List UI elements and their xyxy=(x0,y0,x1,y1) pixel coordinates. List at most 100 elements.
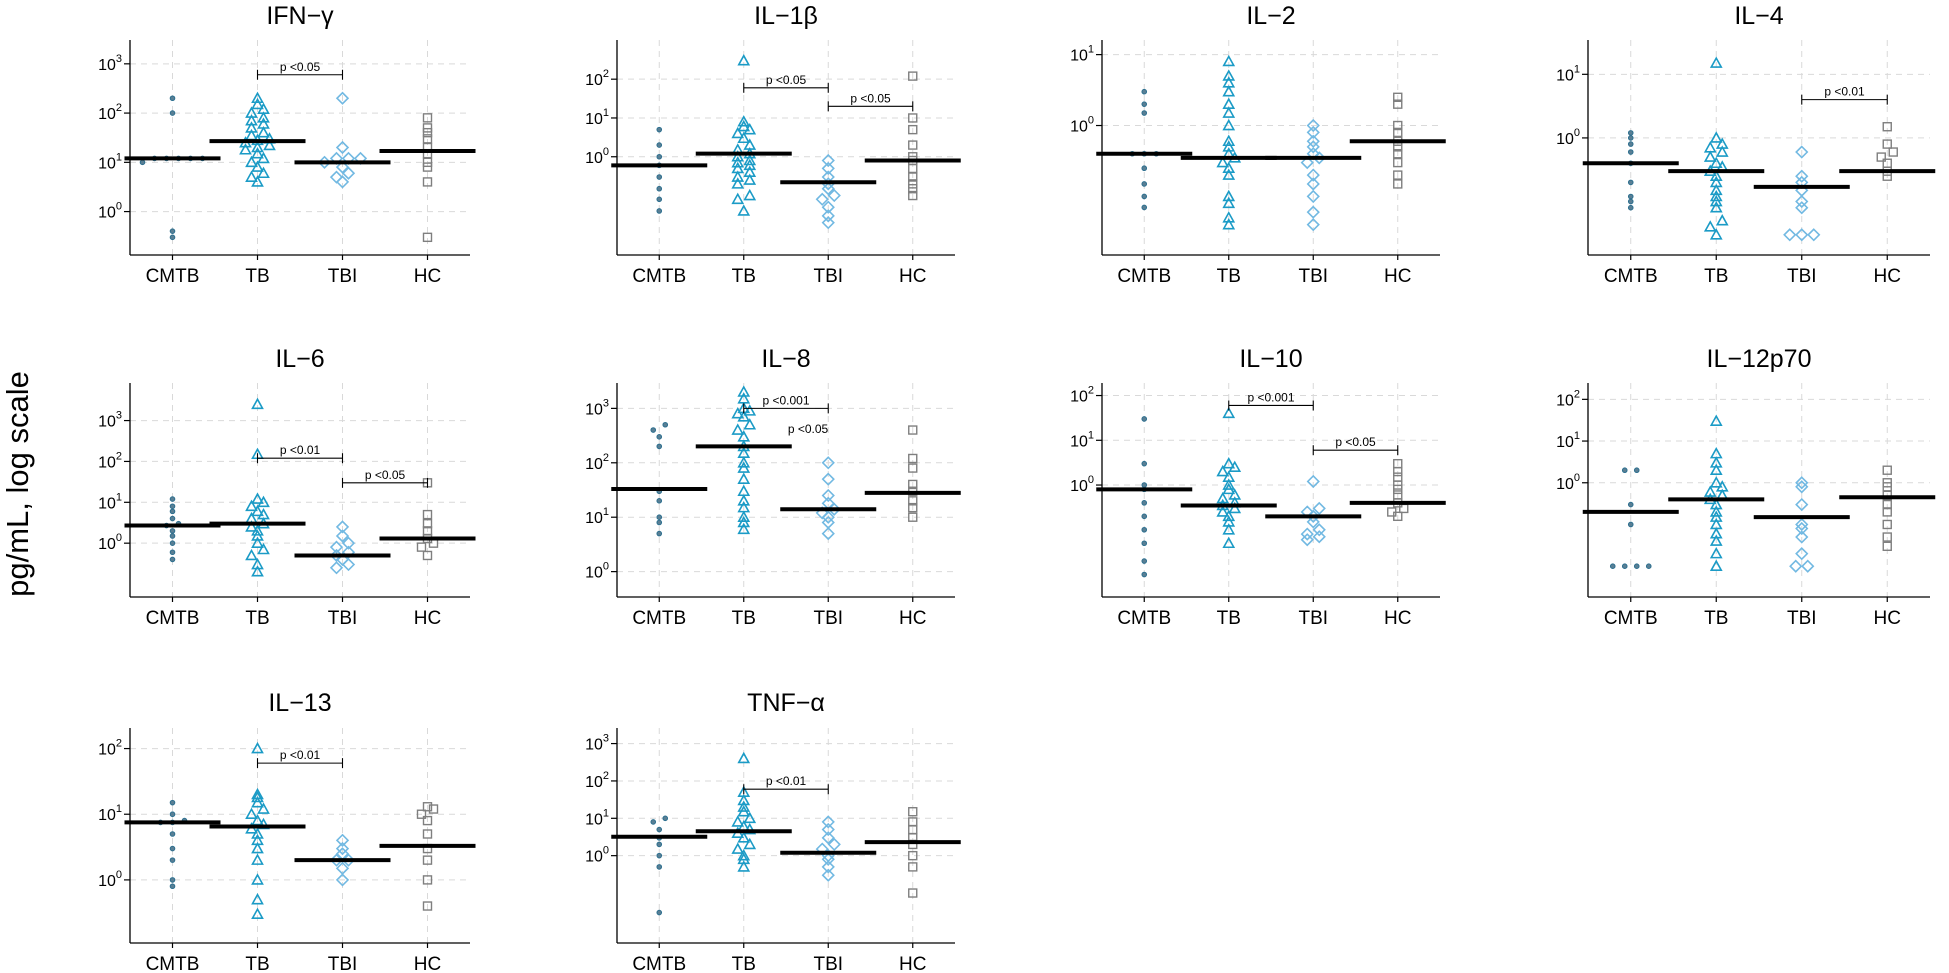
data-point-hc xyxy=(422,855,433,865)
data-point-hc xyxy=(1393,157,1403,168)
y-tick-label: 102 xyxy=(585,770,609,791)
data-point-tb xyxy=(1709,505,1723,517)
data-point-tbi xyxy=(1312,523,1326,537)
data-point-tbi xyxy=(821,815,835,829)
data-point-tb xyxy=(251,790,264,803)
data-point-hc xyxy=(1876,152,1886,162)
data-point-tb xyxy=(1222,118,1236,131)
category-label: HC xyxy=(414,954,441,973)
data-point-cmtb xyxy=(1609,563,1616,569)
category-label: CMTB xyxy=(146,608,200,629)
significance-label: p <0.01 xyxy=(1824,85,1865,99)
data-point-hc xyxy=(422,127,433,138)
data-point-tb xyxy=(1709,559,1723,571)
data-point-hc xyxy=(428,804,439,814)
category-label: HC xyxy=(1874,266,1901,287)
data-point-hc xyxy=(1882,158,1892,168)
data-point-tbi xyxy=(1795,530,1809,544)
data-point-cmtb xyxy=(169,831,176,837)
chart-panel: IL−8 100 101 102 103 CMTB TB TBI HC p <0.001 p <0.… xyxy=(585,345,961,629)
data-point-cmtb xyxy=(1141,181,1148,187)
data-point-hc xyxy=(908,496,918,506)
data-point-cmtb xyxy=(656,864,663,870)
data-point-tbi xyxy=(1795,476,1809,490)
significance-label: p <0.05 xyxy=(365,468,406,482)
category-label: TB xyxy=(732,954,756,973)
data-point-cmtb xyxy=(169,877,176,883)
data-point-tb xyxy=(737,494,751,506)
data-point-hc xyxy=(908,817,918,827)
data-point-hc xyxy=(422,509,433,520)
data-point-tb xyxy=(245,499,258,512)
data-point-hc xyxy=(1882,139,1892,149)
data-point-tb xyxy=(251,97,264,110)
data-point-tb xyxy=(263,138,276,151)
category-label: TBI xyxy=(1787,608,1817,629)
y-tick-label: 101 xyxy=(98,803,122,824)
data-point-cmtb xyxy=(169,234,176,241)
y-tick-label: 101 xyxy=(1070,44,1094,65)
data-point-cmtb xyxy=(656,852,663,859)
data-point-cmtb xyxy=(1621,467,1628,474)
data-point-cmtb xyxy=(169,503,176,510)
data-point-tbi xyxy=(821,868,835,882)
data-point-tb xyxy=(731,126,745,139)
data-point-tb xyxy=(1222,196,1236,209)
data-point-hc xyxy=(416,542,427,552)
y-tick-label: 101 xyxy=(1070,429,1094,450)
y-tick-label: 100 xyxy=(98,869,122,890)
category-label: HC xyxy=(899,608,926,629)
data-point-tbi xyxy=(821,831,835,845)
data-point-tb xyxy=(737,472,751,484)
chart-title: IL−6 xyxy=(275,345,324,373)
data-point-tb xyxy=(1216,505,1230,517)
data-point-tb xyxy=(743,173,757,185)
data-point-tb xyxy=(743,811,757,824)
data-point-tbi xyxy=(1306,205,1320,219)
data-point-hc xyxy=(908,179,918,189)
y-tick-label: 100 xyxy=(585,146,609,167)
data-point-tbi xyxy=(335,160,350,174)
data-point-cmtb xyxy=(656,519,663,526)
category-label: CMTB xyxy=(632,266,686,287)
data-point-tbi xyxy=(329,540,344,554)
significance-label: p <0.001 xyxy=(1247,390,1294,404)
data-point-hc xyxy=(908,140,918,150)
data-point-tbi xyxy=(1306,140,1320,154)
data-point-tb xyxy=(1709,534,1723,546)
data-point-hc xyxy=(1882,465,1892,475)
data-point-cmtb xyxy=(169,533,176,539)
data-point-tbi xyxy=(335,520,350,534)
data-point-tb xyxy=(1709,189,1723,202)
data-point-tb xyxy=(257,117,270,129)
data-point-tb xyxy=(245,520,258,532)
data-point-tb xyxy=(251,833,264,846)
data-point-hc xyxy=(908,425,918,435)
category-label: TBI xyxy=(328,954,358,973)
category-label: TB xyxy=(245,608,269,629)
data-point-tbi xyxy=(341,557,356,572)
data-point-hc xyxy=(422,134,433,144)
data-point-tbi xyxy=(1795,497,1809,512)
category-label: CMTB xyxy=(632,954,686,973)
data-point-cmtb xyxy=(656,826,663,833)
data-point-hc xyxy=(1393,458,1403,469)
y-tick-label: 100 xyxy=(1070,115,1094,136)
data-point-tb xyxy=(1715,137,1729,149)
data-point-cmtb xyxy=(1141,460,1148,467)
category-label: TBI xyxy=(1298,608,1328,629)
data-point-tb xyxy=(743,418,757,430)
data-point-cmtb xyxy=(1627,130,1634,136)
category-label: TBI xyxy=(813,608,843,629)
data-point-tb xyxy=(251,91,264,104)
data-point-cmtb xyxy=(656,196,663,203)
data-point-tb xyxy=(731,177,745,189)
data-point-tb xyxy=(1222,478,1236,490)
data-point-cmtb xyxy=(169,845,176,852)
category-label: HC xyxy=(414,608,441,629)
data-point-tb xyxy=(251,741,264,754)
data-point-tb xyxy=(1222,536,1236,549)
data-point-tb xyxy=(251,492,264,504)
chart-panel: IL−4 100 101 CMTB TB TBI HC p <0.01 xyxy=(1556,2,1936,287)
data-point-cmtb xyxy=(656,909,663,916)
